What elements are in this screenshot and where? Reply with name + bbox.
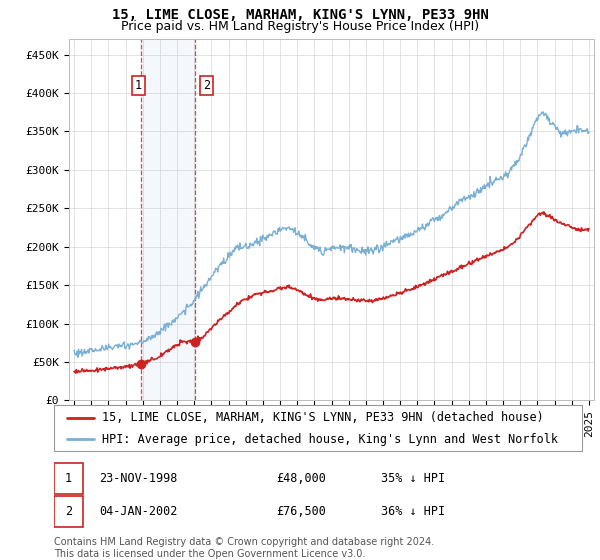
Text: 2: 2 — [203, 79, 210, 92]
Text: 15, LIME CLOSE, MARHAM, KING'S LYNN, PE33 9HN (detached house): 15, LIME CLOSE, MARHAM, KING'S LYNN, PE3… — [101, 411, 543, 424]
Text: 36% ↓ HPI: 36% ↓ HPI — [382, 505, 445, 519]
Text: £48,000: £48,000 — [276, 472, 326, 485]
FancyBboxPatch shape — [54, 405, 582, 451]
Text: 2: 2 — [65, 505, 72, 519]
Text: HPI: Average price, detached house, King's Lynn and West Norfolk: HPI: Average price, detached house, King… — [101, 433, 557, 446]
Text: 04-JAN-2002: 04-JAN-2002 — [99, 505, 177, 519]
Bar — [141, 39, 194, 400]
Text: 1: 1 — [65, 472, 72, 485]
Text: 23-NOV-1998: 23-NOV-1998 — [99, 472, 177, 485]
Text: £76,500: £76,500 — [276, 505, 326, 519]
Text: 15, LIME CLOSE, MARHAM, KING'S LYNN, PE33 9HN: 15, LIME CLOSE, MARHAM, KING'S LYNN, PE3… — [112, 8, 488, 22]
Text: Contains HM Land Registry data © Crown copyright and database right 2024.
This d: Contains HM Land Registry data © Crown c… — [54, 537, 434, 559]
FancyBboxPatch shape — [54, 496, 83, 528]
Text: 35% ↓ HPI: 35% ↓ HPI — [382, 472, 445, 485]
Text: Price paid vs. HM Land Registry's House Price Index (HPI): Price paid vs. HM Land Registry's House … — [121, 20, 479, 32]
Text: 1: 1 — [135, 79, 142, 92]
FancyBboxPatch shape — [54, 463, 83, 494]
